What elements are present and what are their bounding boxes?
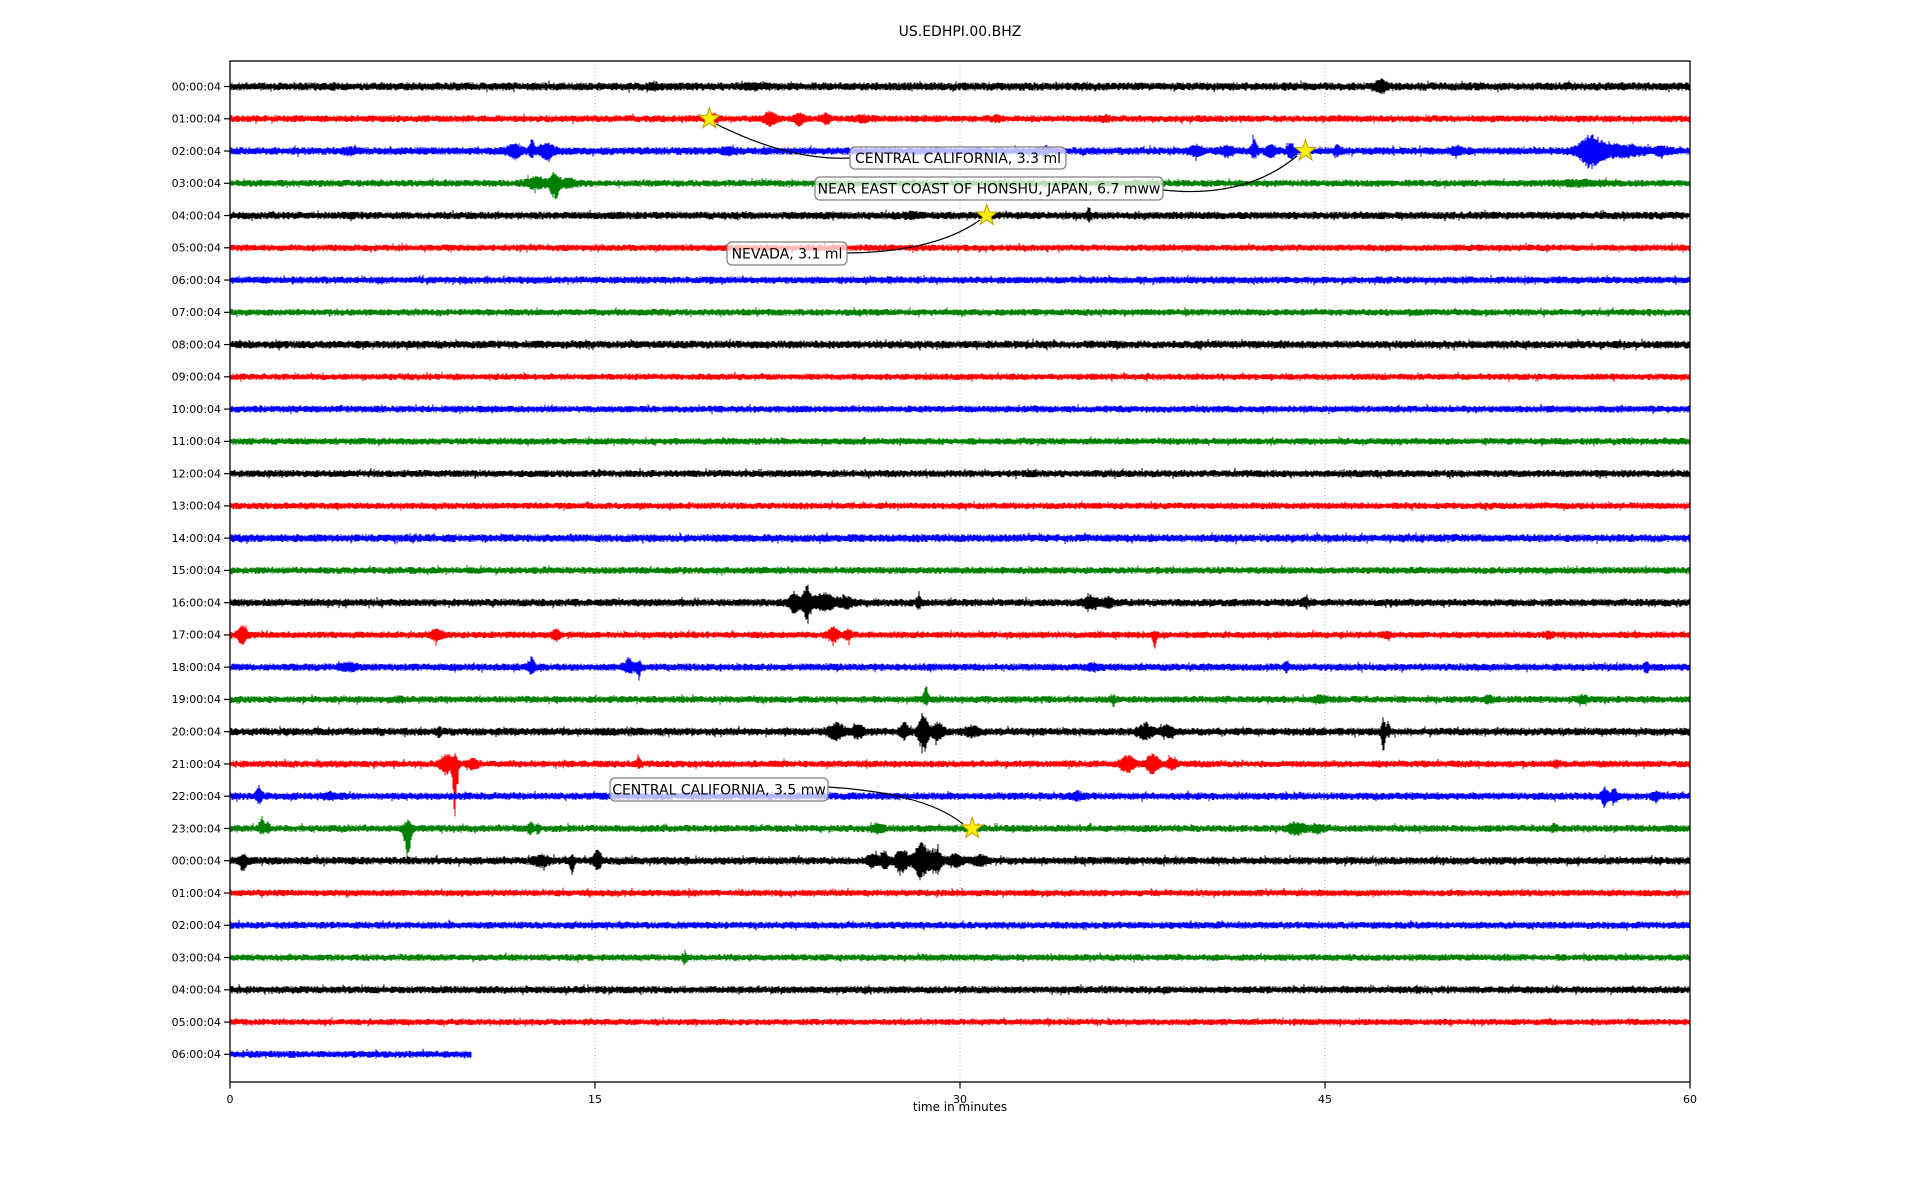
event-label: NEVADA, 3.1 ml	[732, 247, 843, 263]
event-0: CENTRAL CALIFORNIA, 3.3 ml	[697, 106, 1067, 170]
trace-row-15	[229, 565, 1691, 576]
trace-row-5	[229, 242, 1691, 253]
event-connector	[715, 123, 851, 159]
event-connector	[827, 786, 964, 825]
y-tick-label-0: 00:00:04	[172, 80, 221, 93]
x-tick-label-15: 15	[588, 1093, 602, 1106]
y-tick-label-3: 03:00:04	[172, 177, 221, 190]
y-tick-label-18: 18:00:04	[172, 661, 221, 674]
y-tick-label-4: 04:00:04	[172, 209, 221, 222]
trace-row-22	[229, 785, 1691, 808]
y-tick-label-26: 02:00:04	[172, 919, 221, 932]
y-tick-label-21: 21:00:04	[172, 758, 221, 771]
trace-row-10	[229, 403, 1691, 415]
trace-row-7	[229, 307, 1691, 318]
event-star-icon	[960, 815, 985, 839]
axes: 00:00:04 01:00:04 02:00:04 03:00:04 04:00:04…	[172, 60, 1697, 1106]
y-tick-label-5: 05:00:04	[172, 242, 221, 255]
x-tick-label-45: 45	[1318, 1093, 1332, 1106]
y-tick-label-2: 02:00:04	[172, 145, 221, 158]
x-tick-label-30: 30	[953, 1093, 967, 1106]
y-tick-label-17: 17:00:04	[172, 629, 221, 642]
y-tick-label-25: 01:00:04	[172, 887, 221, 900]
event-connector	[1162, 155, 1298, 193]
trace-row-11	[229, 436, 1691, 447]
y-tick-label-11: 11:00:04	[172, 435, 221, 448]
event-connector	[846, 219, 981, 254]
y-tick-label-1: 01:00:04	[172, 113, 221, 126]
event-star-icon	[974, 202, 999, 226]
y-tick-label-19: 19:00:04	[172, 693, 221, 706]
trace-row-24	[229, 842, 1691, 881]
event-3: CENTRAL CALIFORNIA, 3.5 mw	[609, 777, 985, 839]
y-tick-label-24: 00:00:04	[172, 855, 221, 868]
y-tick-label-10: 10:00:04	[172, 403, 221, 416]
event-star-icon	[1293, 138, 1318, 162]
y-tick-label-9: 09:00:04	[172, 371, 221, 384]
event-star-icon	[697, 106, 722, 129]
y-tick-label-12: 12:00:04	[172, 467, 221, 480]
y-tick-label-30: 06:00:04	[172, 1048, 221, 1061]
y-tick-label-22: 22:00:04	[172, 790, 221, 803]
trace-row-30	[229, 1048, 472, 1059]
y-tick-label-14: 14:00:04	[172, 532, 221, 545]
y-tick-label-6: 06:00:04	[172, 274, 221, 287]
event-label: CENTRAL CALIFORNIA, 3.3 ml	[855, 151, 1061, 167]
x-tick-label-0: 0	[227, 1093, 234, 1106]
y-tick-label-23: 23:00:04	[172, 822, 221, 835]
y-tick-label-7: 07:00:04	[172, 306, 221, 319]
y-tick-label-29: 05:00:04	[172, 1016, 221, 1029]
event-label-box	[609, 777, 829, 802]
trace-row-6	[229, 274, 1691, 286]
trace-row-25	[229, 887, 1691, 899]
event-annotations: CENTRAL CALIFORNIA, 3.3 ml NEAR EAST COAS…	[609, 106, 1318, 839]
y-tick-label-16: 16:00:04	[172, 596, 221, 609]
chart-title: US.EDHPI.00.BHZ	[898, 24, 1022, 40]
event-2: NEVADA, 3.1 ml	[726, 202, 999, 266]
event-label-box	[849, 146, 1067, 170]
trace-row-27	[229, 949, 1691, 966]
event-label-box	[814, 176, 1164, 201]
trace-row-4	[229, 207, 1691, 223]
y-tick-label-15: 15:00:04	[172, 564, 221, 577]
x-tick-label-60: 60	[1683, 1093, 1697, 1106]
y-tick-label-28: 04:00:04	[172, 984, 221, 997]
gridlines	[594, 61, 1326, 1082]
trace-row-19	[229, 686, 1691, 707]
event-label: NEAR EAST COAST OF HONSHU, JAPAN, 6.7 mw…	[818, 182, 1161, 198]
y-tick-label-20: 20:00:04	[172, 726, 221, 739]
event-label-box	[726, 241, 848, 266]
event-label: CENTRAL CALIFORNIA, 3.5 mw	[612, 783, 826, 799]
y-tick-label-27: 03:00:04	[172, 951, 221, 964]
y-tick-label-13: 13:00:04	[172, 500, 221, 513]
trace-row-29	[229, 1017, 1691, 1027]
trace-row-0	[229, 78, 1691, 94]
y-tick-label-8: 08:00:04	[172, 338, 221, 351]
x-axis-label: time in minutes	[912, 1100, 1008, 1114]
event-1: NEAR EAST COAST OF HONSHU, JAPAN, 6.7 mw…	[814, 138, 1318, 201]
